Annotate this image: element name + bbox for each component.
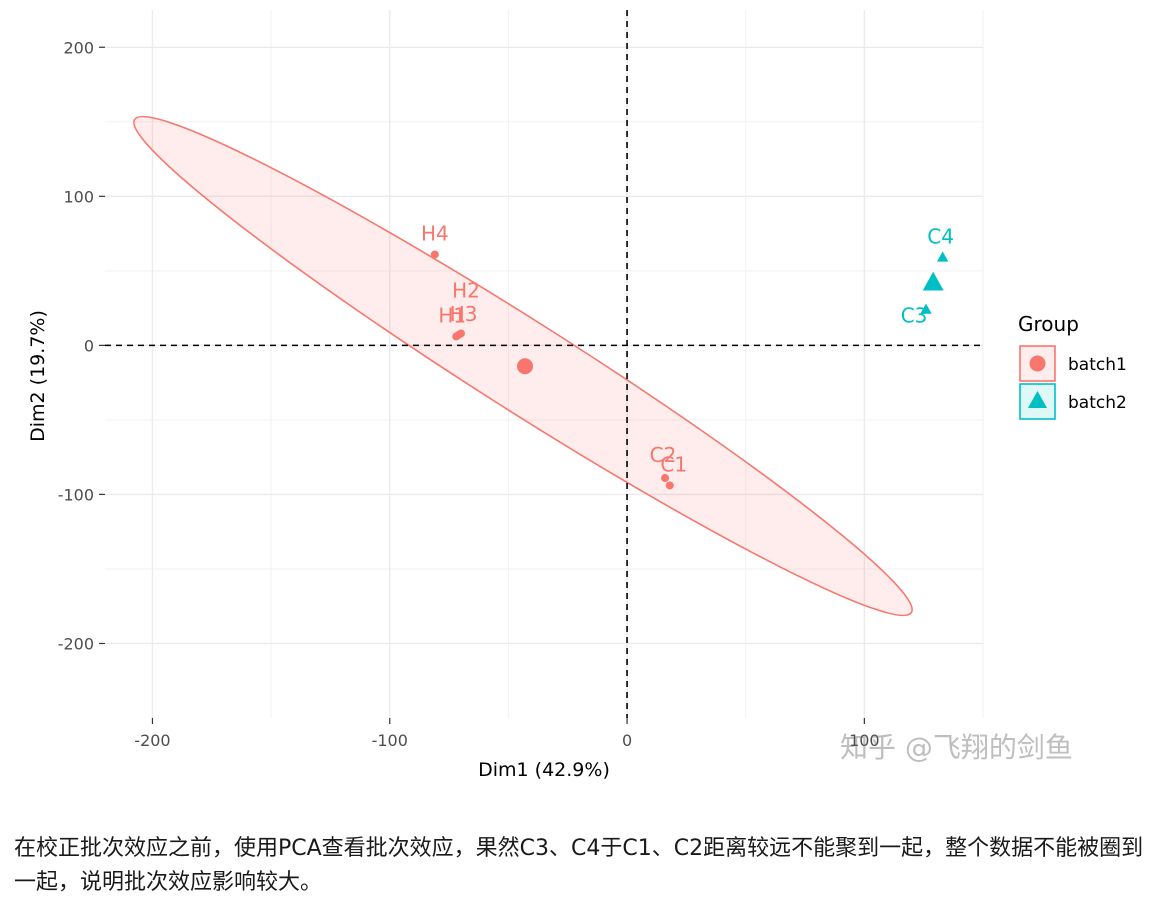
y-tick-label: -200 — [58, 634, 94, 653]
data-points — [430, 250, 949, 490]
point-C3 — [920, 303, 932, 314]
axes: -200 -100 0 100 200 100 0 -100 -200 Dim1 (42.9%) D… — [27, 38, 880, 781]
legend: Group batch1 batch2 — [1018, 312, 1127, 420]
x-tick-label: 100 — [849, 731, 880, 750]
y-tick-label: 0 — [84, 336, 94, 355]
y-axis-title: Dim2 (19.7%) — [27, 310, 49, 442]
x-axis-title: Dim1 (42.9%) — [478, 759, 610, 781]
point-C1 — [665, 481, 674, 490]
point-label-C2: C2 — [650, 443, 677, 467]
point-C2 — [661, 474, 670, 483]
point-C4 — [936, 251, 949, 262]
point-label-C1: C1 — [660, 452, 687, 476]
point-label-C3: C3 — [901, 304, 928, 328]
legend-title: Group — [1018, 312, 1079, 336]
x-tick-label: -100 — [372, 731, 408, 750]
caption-text: 在校正批次效应之前，使用PCA查看批次效应，果然C3、C4于C1、C2距离较远不… — [14, 836, 1144, 895]
grid — [105, 10, 984, 718]
centroid-batch2 — [922, 271, 944, 291]
point-label-C4: C4 — [927, 224, 954, 248]
watermark: 知乎 @飞翔的剑鱼 — [840, 731, 1073, 764]
y-tick-label: -100 — [58, 485, 94, 504]
point-label-H2: H2 — [452, 278, 480, 302]
reference-lines — [105, 10, 983, 718]
legend-label-batch1: batch1 — [1068, 355, 1127, 375]
point-label-H3: H3 — [450, 302, 478, 326]
x-tick-label: -200 — [134, 731, 170, 750]
y-tick-label: 200 — [63, 38, 94, 57]
legend-marker-batch2 — [1028, 391, 1047, 408]
point-label-H1: H1 — [438, 303, 466, 327]
point-label-H4: H4 — [421, 221, 449, 245]
legend-label-batch2: batch2 — [1068, 393, 1127, 413]
x-tick-label: 0 — [622, 731, 632, 750]
legend-marker-batch1 — [1029, 355, 1046, 372]
point-H3 — [454, 330, 463, 339]
centroid-batch1 — [517, 358, 534, 375]
point-H4 — [430, 250, 439, 259]
y-tick-label: 100 — [63, 187, 94, 206]
legend-key-batch2 — [1019, 383, 1056, 420]
